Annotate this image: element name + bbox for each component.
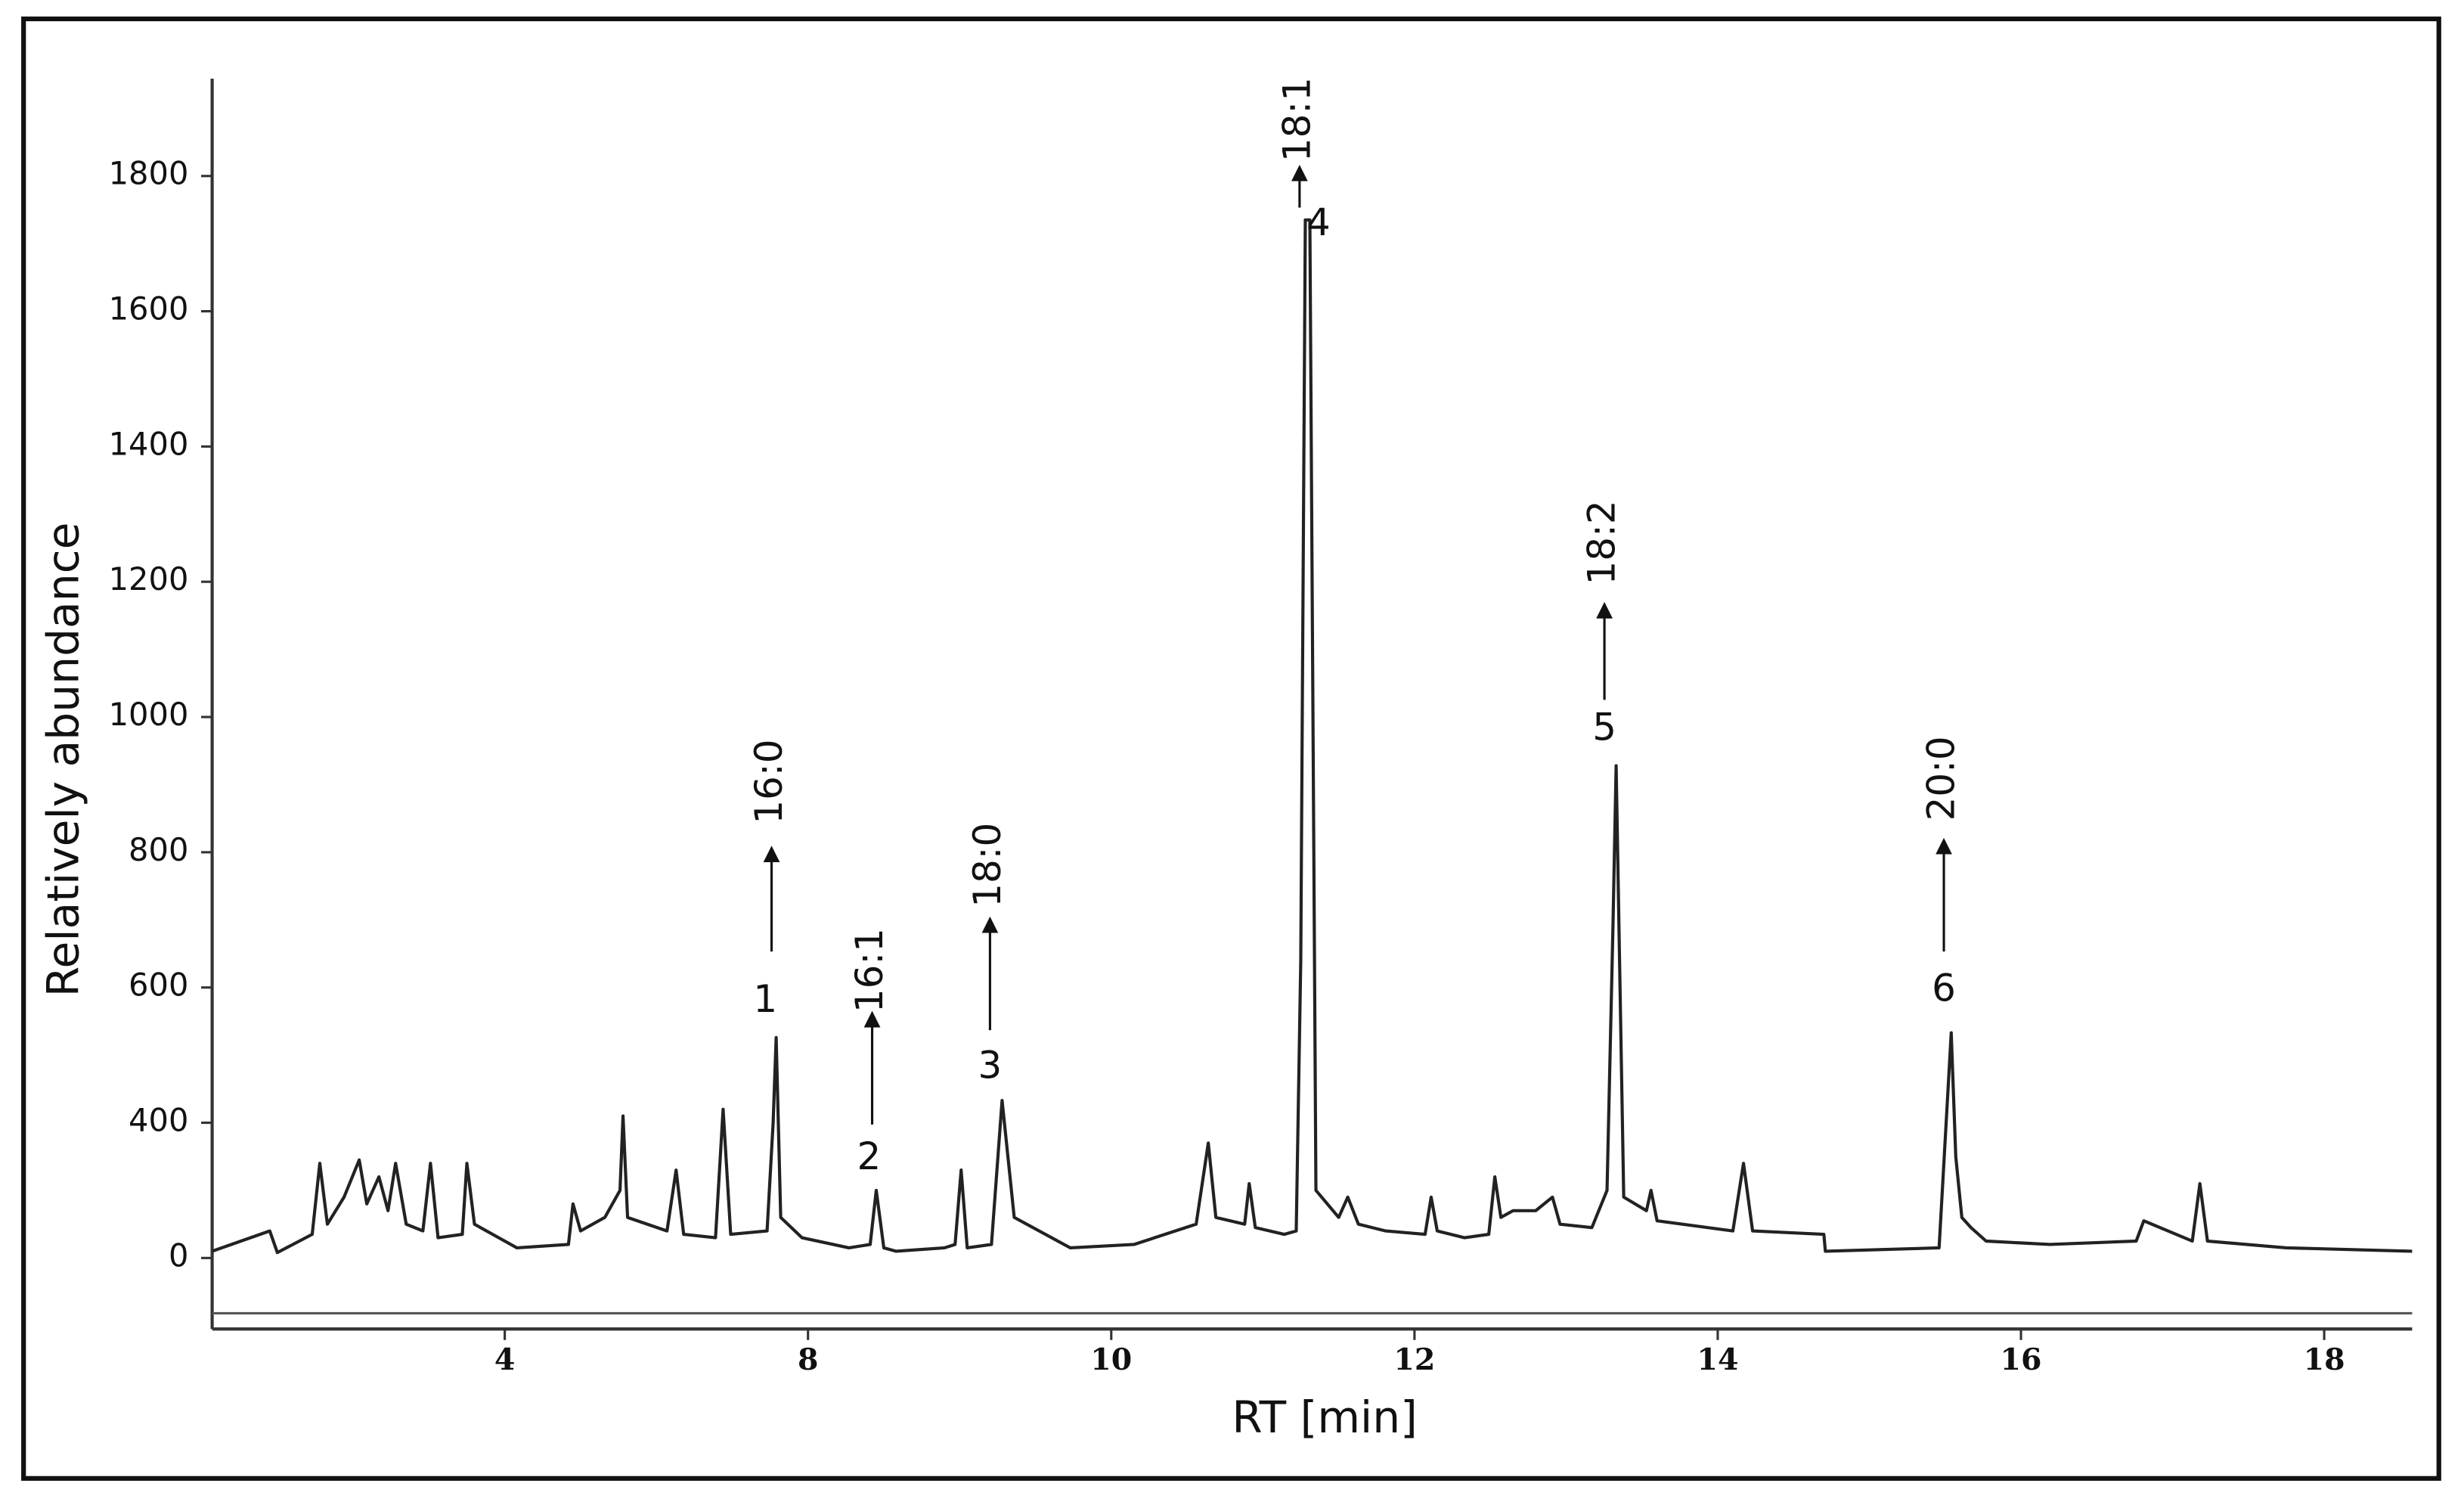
trace (211, 218, 2413, 1255)
y-tick-label: 1800 (109, 155, 189, 192)
y-tick-label: 1400 (109, 425, 189, 462)
x-tick-label: 10 (1090, 1342, 1132, 1377)
y-axis-title: Relatively abundance (37, 523, 88, 998)
compound-label: 18:1 (1275, 77, 1319, 162)
y-tick-label: 600 (129, 967, 188, 1004)
compound-label: 20:0 (1920, 736, 1963, 821)
compound-label: 16:0 (747, 740, 791, 824)
x-tick-label: 16 (2001, 1342, 2042, 1377)
peak-number: 6 (1932, 967, 1956, 1010)
peak-number: 2 (857, 1134, 882, 1178)
y-tick-label: 0 (169, 1237, 188, 1274)
x-tick-label: 18 (2304, 1342, 2345, 1377)
frame (21, 16, 2441, 1481)
y-tick-label: 1000 (109, 696, 189, 733)
peak-number: 5 (1592, 705, 1616, 749)
x-tick-label: 4 (494, 1342, 515, 1377)
y-tick-label: 400 (129, 1102, 188, 1139)
peak-number: 3 (978, 1044, 1003, 1088)
y-tick-label: 1600 (109, 290, 189, 327)
peak-number: 1 (753, 977, 777, 1021)
x-axis-title: RT [min] (1232, 1392, 1417, 1443)
y-tick-label: 1200 (109, 560, 189, 597)
compound-label: 18:0 (965, 823, 1009, 908)
compound-label: 16:1 (848, 928, 891, 1013)
y-tick-label: 800 (129, 831, 188, 868)
x-tick-label: 14 (1697, 1342, 1738, 1377)
x-tick-label: 8 (798, 1342, 818, 1377)
compound-label: 18:2 (1580, 500, 1624, 585)
peak-number: 4 (1306, 200, 1331, 244)
x-tick-label: 12 (1393, 1342, 1435, 1377)
